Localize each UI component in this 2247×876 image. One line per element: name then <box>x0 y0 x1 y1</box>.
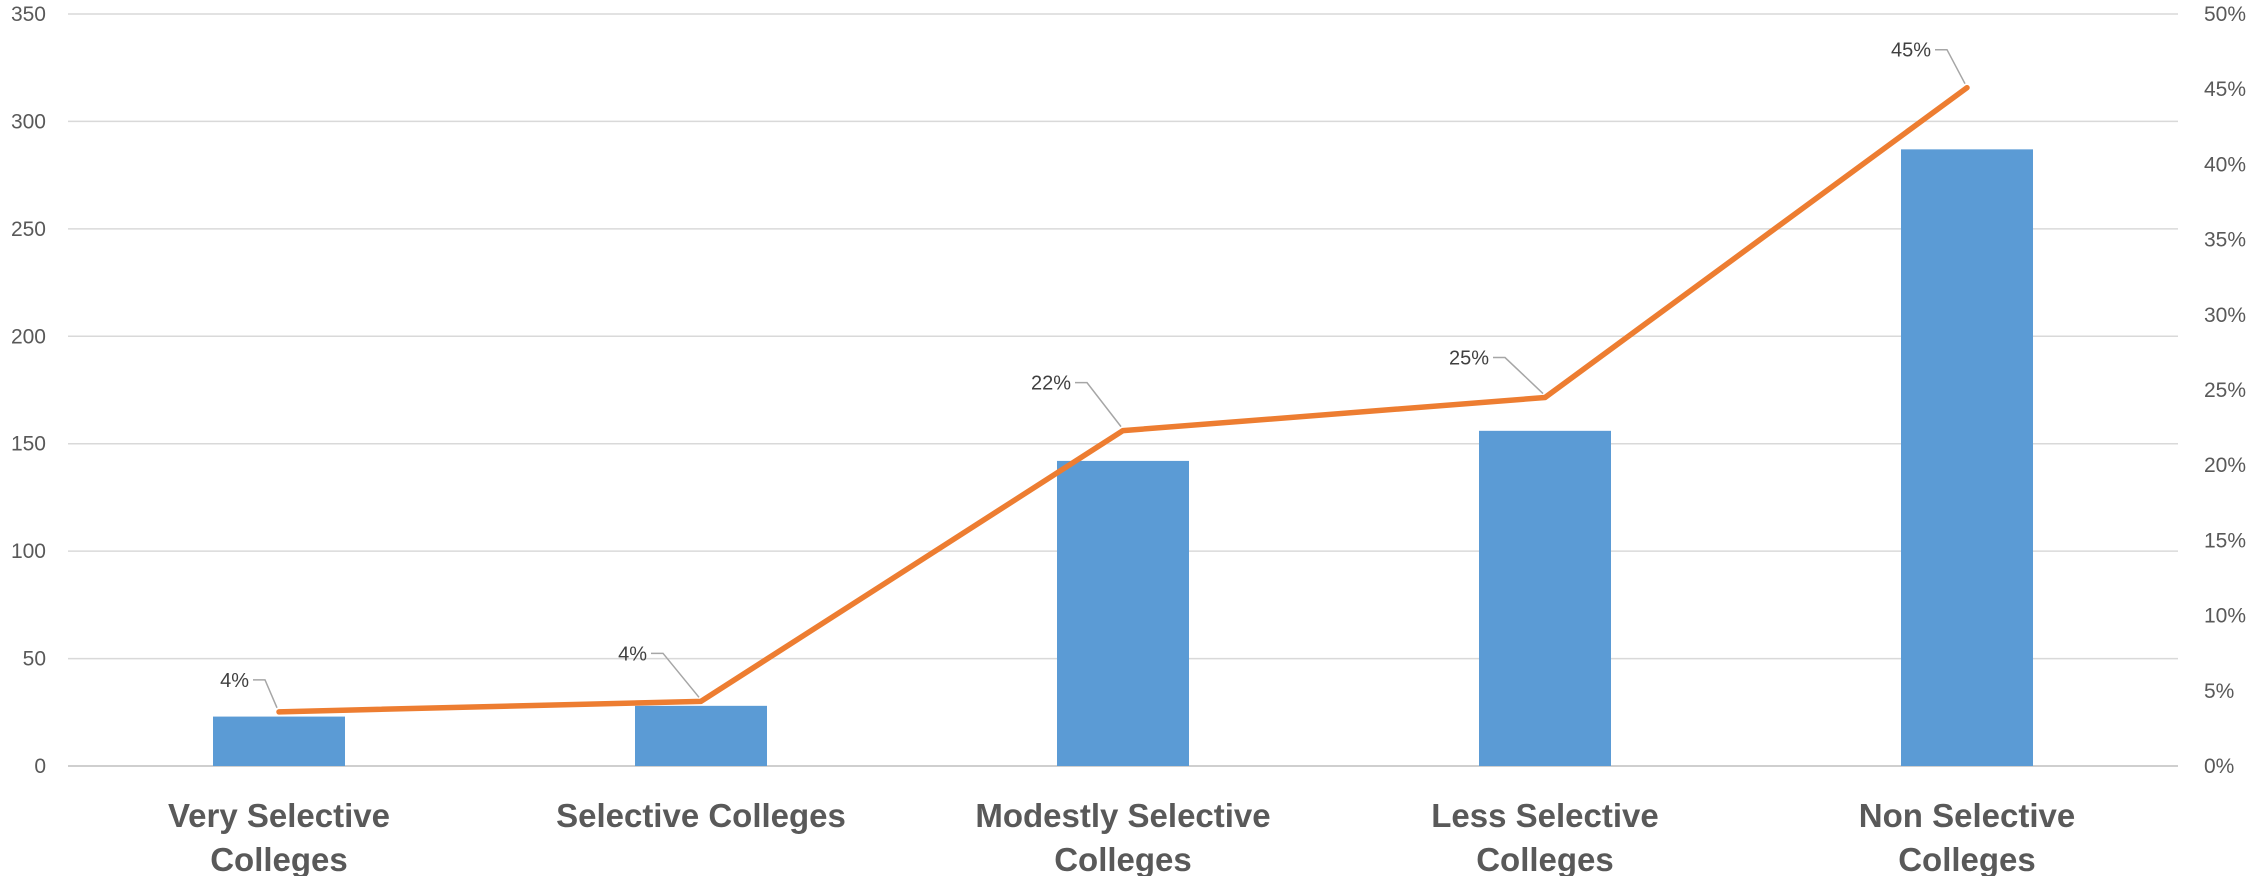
right-tick-label: 30% <box>2204 304 2246 327</box>
left-tick-label: 100 <box>11 540 46 563</box>
right-tick-label: 5% <box>2204 680 2234 703</box>
category-label: Modestly Selective Colleges <box>975 797 1270 876</box>
data-label: 45% <box>1891 40 1931 62</box>
bar <box>213 716 345 766</box>
right-tick-label: 0% <box>2204 755 2234 778</box>
line-point <box>1120 428 1126 434</box>
right-tick-label: 45% <box>2204 78 2246 101</box>
line-point <box>698 698 704 704</box>
left-tick-label: 250 <box>11 218 46 241</box>
line-data-labels: 4% 4% 22% 25% 45% <box>220 40 1966 709</box>
right-tick-label: 50% <box>2204 3 2246 26</box>
right-axis-ticks: 0% 5% 10% 15% 20% 25% 30% 35% 40% 45% 50% <box>2204 3 2246 778</box>
line-series <box>276 84 1970 715</box>
bar <box>1057 460 1189 766</box>
right-tick-label: 35% <box>2204 229 2246 252</box>
data-label: 22% <box>1031 373 1071 395</box>
line-point <box>1964 85 1970 91</box>
data-label-leader <box>1075 381 1122 428</box>
category-labels: Very Selective Colleges Selective Colleges… <box>168 797 2075 876</box>
data-label: 4% <box>220 670 249 692</box>
bar <box>1479 430 1611 766</box>
category-label: Selective Colleges <box>556 797 846 834</box>
left-tick-label: 50 <box>23 648 46 671</box>
line-point <box>1542 395 1548 401</box>
left-tick-label: 200 <box>11 325 46 348</box>
data-label-leader <box>253 679 278 709</box>
right-tick-label: 40% <box>2204 153 2246 176</box>
left-tick-label: 300 <box>11 110 46 133</box>
category-label: Very Selective Colleges <box>168 797 390 876</box>
bar <box>1901 149 2033 767</box>
data-label: 25% <box>1449 348 1489 370</box>
left-axis-ticks: 0 50 100 150 200 250 300 350 <box>11 3 46 778</box>
right-tick-label: 20% <box>2204 454 2246 477</box>
right-tick-label: 15% <box>2204 529 2246 552</box>
line-point <box>276 709 282 715</box>
data-label-leader <box>651 652 700 698</box>
left-tick-label: 350 <box>11 3 46 26</box>
category-label: Less Selective Colleges <box>1431 797 1659 876</box>
data-label-leader <box>1935 48 1966 85</box>
right-tick-label: 10% <box>2204 605 2246 628</box>
bar-series <box>213 149 2033 767</box>
bar <box>635 705 767 766</box>
left-tick-label: 0 <box>34 755 46 778</box>
left-tick-label: 150 <box>11 433 46 456</box>
data-label-leader <box>1493 356 1544 395</box>
right-tick-label: 25% <box>2204 379 2246 402</box>
category-label: Non Selective Colleges <box>1859 797 2075 876</box>
data-label: 4% <box>618 643 647 665</box>
